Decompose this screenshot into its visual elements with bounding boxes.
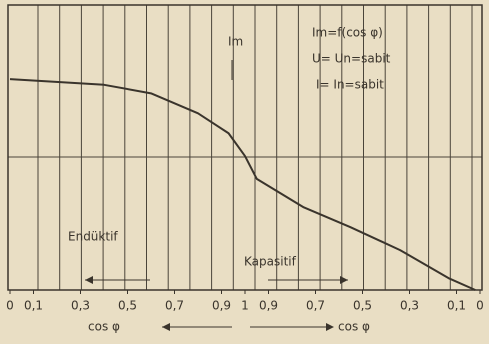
x-label: cos φ bbox=[338, 320, 370, 334]
x-tick-label: 0 bbox=[476, 299, 484, 313]
arrowhead bbox=[162, 323, 170, 331]
vertical-grid bbox=[37, 5, 473, 290]
x-tick-label: 0,7 bbox=[306, 299, 325, 313]
arrowhead bbox=[85, 276, 93, 284]
x-tick-label: 0,3 bbox=[400, 299, 419, 313]
annotation: U= Un=sabit bbox=[312, 52, 391, 66]
arrowhead bbox=[326, 323, 334, 331]
x-tick-label: 0 bbox=[6, 299, 14, 313]
region-label: Kapasitif bbox=[244, 255, 297, 269]
x-tick-label: 0,1 bbox=[24, 299, 43, 313]
x-tick-label: 0,3 bbox=[71, 299, 90, 313]
region-label: Endüktif bbox=[68, 230, 118, 244]
x-label: cos φ bbox=[88, 320, 120, 334]
x-tick-label: 1 bbox=[241, 299, 249, 313]
x-tick-label: 0,9 bbox=[212, 299, 231, 313]
arrowhead bbox=[340, 276, 348, 284]
x-tick-label: 0,5 bbox=[353, 299, 372, 313]
annotation: I= In=sabit bbox=[316, 78, 384, 92]
x-tick-label: 0,7 bbox=[165, 299, 184, 313]
y-label: Im bbox=[228, 35, 243, 49]
x-tick-label: 0,1 bbox=[447, 299, 466, 313]
curve bbox=[9, 78, 476, 291]
annotation: Im=f(cos φ) bbox=[312, 26, 383, 40]
x-tick-label: 0,5 bbox=[118, 299, 137, 313]
x-tick-label: 0,9 bbox=[259, 299, 278, 313]
